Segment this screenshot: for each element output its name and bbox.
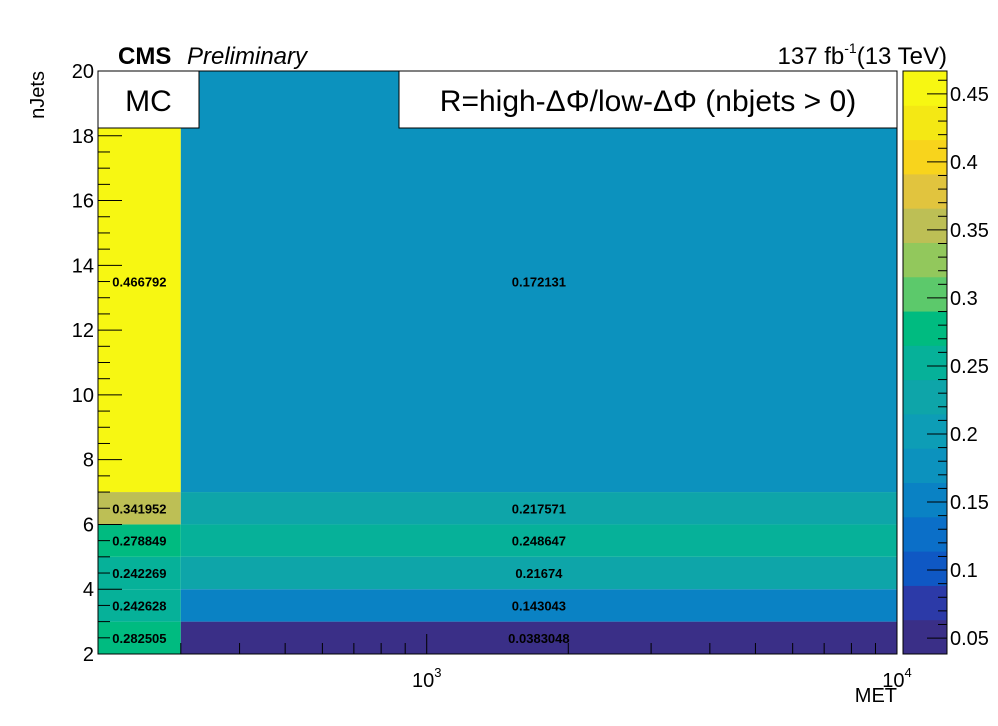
x-tick-label: 103 [412, 665, 441, 692]
heatmap-cell [98, 621, 181, 654]
y-tick-label: 12 [72, 320, 94, 342]
heatmap-cell [98, 556, 181, 590]
y-tick-label: 8 [83, 450, 94, 472]
cell-value-label: 0.143043 [512, 598, 566, 613]
color-scale-band [903, 71, 947, 106]
lumi-exponent: -1 [844, 40, 857, 56]
heatmap-cell [180, 524, 898, 557]
color-scale-band [903, 516, 947, 552]
color-scale-band [903, 139, 947, 175]
heatmap-cell [98, 524, 181, 557]
z-tick-label: 0.1 [950, 560, 978, 582]
mc-box: MC [97, 70, 200, 129]
heatmap-cells: 0.282505 0.242628 0.242269 0.278849 0.341952… [98, 71, 898, 654]
heatmap-cell [180, 492, 898, 525]
cell-value-label: 0.21674 [515, 566, 563, 581]
color-scale-band [903, 585, 947, 621]
y-tick-label: 16 [72, 191, 94, 213]
color-scale-band [903, 379, 947, 415]
x-tick-exponent: 4 [905, 665, 912, 680]
color-scale-band [903, 242, 947, 278]
color-scale-band [903, 173, 947, 209]
cell-value-label: 0.282505 [112, 631, 166, 646]
x-tick-exponent: 3 [434, 665, 441, 680]
y-tick-label: 4 [83, 579, 94, 601]
lumi-value: 137 fb [778, 43, 845, 70]
heatmap-cell [180, 621, 898, 654]
color-scale-band [903, 413, 947, 449]
cell-value-label: 0.242628 [112, 598, 166, 613]
heatmap-cell [180, 71, 898, 493]
x-tick-base: 10 [882, 670, 904, 692]
cell-value-label: 0.242269 [112, 566, 166, 581]
cell-value-label: 0.172131 [512, 275, 566, 290]
color-scale: 0.05 0.1 0.15 0.2 0.25 0.3 0.35 0.4 0.45 [902, 70, 989, 655]
cell-value-label: 0.278849 [112, 534, 166, 549]
y-tick-label: 10 [72, 385, 94, 407]
y-tick-label: 14 [72, 255, 94, 277]
color-scale-band [903, 482, 947, 518]
y-axis-title: nJets [27, 71, 49, 119]
heatmap-cell [98, 492, 181, 525]
y-tick-label: 2 [83, 644, 94, 666]
cell-value-label: 0.217571 [512, 501, 566, 516]
ratio-box: R=high-ΔΦ/low-ΔΦ (nbjets > 0) [398, 70, 898, 129]
x-tick-label: 104 [882, 665, 911, 692]
y-tick-label: 18 [72, 126, 94, 148]
heatmap-cell [180, 589, 898, 622]
z-tick-label: 0.3 [950, 288, 978, 310]
color-scale-frame [902, 70, 948, 655]
color-scale-band [903, 345, 947, 381]
mc-label: MC [125, 85, 172, 118]
y-tick-label: 20 [72, 61, 94, 83]
y-tick-label: 6 [83, 514, 94, 536]
color-scale-band [903, 311, 947, 346]
z-tick-label: 0.45 [950, 84, 989, 106]
heatmap-cell [98, 71, 181, 493]
heatmap-cell [180, 556, 898, 590]
cell-value-label: 0.0383048 [508, 631, 569, 646]
cell-value-label: 0.341952 [112, 501, 166, 516]
color-scale-band [903, 208, 947, 243]
z-tick-label: 0.05 [950, 628, 989, 650]
z-tick-label: 0.15 [950, 492, 989, 514]
color-scale-band [903, 619, 947, 655]
color-scale-band [903, 276, 947, 312]
z-tick-label: 0.4 [950, 152, 978, 174]
z-tick-label: 0.2 [950, 424, 978, 446]
experiment-label: CMS [118, 43, 171, 70]
heatmap-cell [98, 589, 181, 622]
x-tick-base: 10 [412, 670, 434, 692]
cell-value-label: 0.466792 [112, 275, 166, 290]
color-scale-band [903, 448, 947, 484]
z-tick-label: 0.35 [950, 220, 989, 242]
cell-value-label: 0.248647 [512, 534, 566, 549]
lumi-label: 137 fb-1(13 TeV) [778, 40, 947, 70]
status-label: Preliminary [187, 43, 309, 70]
z-tick-label: 0.25 [950, 356, 989, 378]
energy-label: (13 TeV) [857, 43, 947, 70]
ratio-label: R=high-ΔΦ/low-ΔΦ (nbjets > 0) [440, 85, 856, 118]
x-axis-title: MET [855, 685, 897, 707]
